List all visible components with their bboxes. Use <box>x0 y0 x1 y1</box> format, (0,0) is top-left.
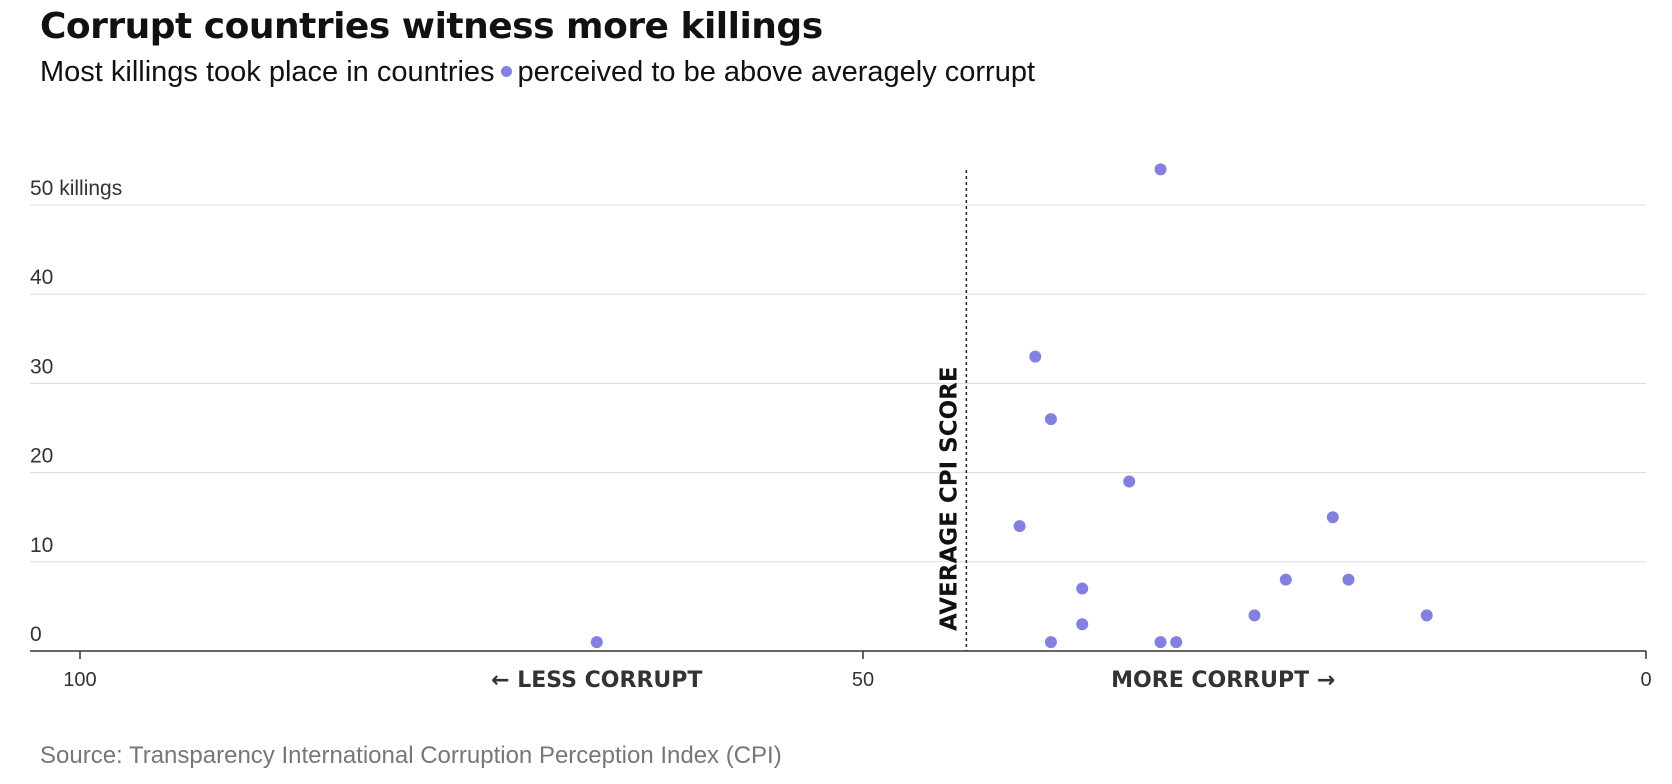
data-point <box>1076 582 1089 595</box>
data-point <box>590 636 603 649</box>
data-point <box>1326 511 1339 524</box>
y-tick-label: 50 killings <box>30 177 122 200</box>
average-cpi-label: AVERAGE CPI SCORE <box>936 366 962 631</box>
source-note: Source: Transparency International Corru… <box>40 742 782 769</box>
y-tick-label: 0 <box>30 623 42 646</box>
data-point <box>1154 636 1167 649</box>
x-tick-label: 0 <box>1640 669 1651 691</box>
data-point <box>1123 475 1136 488</box>
data-point <box>1044 636 1057 649</box>
chart-title: Corrupt countries witness more killings <box>40 6 823 47</box>
data-point <box>1154 163 1167 176</box>
data-point <box>1013 520 1026 533</box>
data-point <box>1279 573 1292 586</box>
data-point <box>1170 636 1183 649</box>
x-tick-label: 100 <box>63 669 96 691</box>
data-point <box>1420 609 1433 622</box>
y-tick-label: 20 <box>30 445 53 468</box>
scatter-chart: 0 10 20 30 40 50 killings 100 50 0 ← LESS CORRUPT… <box>30 163 1652 693</box>
y-tick-label: 30 <box>30 355 53 378</box>
data-point <box>1076 618 1089 631</box>
x-annotation-label: ← LESS CORRUPT <box>491 668 702 693</box>
subtitle-text-after: perceived to be above averagely corrupt <box>517 56 1036 88</box>
y-tick-label: 10 <box>30 534 53 557</box>
data-point <box>1248 609 1261 622</box>
subtitle-text-before: Most killings took place in countries <box>40 56 495 88</box>
data-point <box>1342 573 1355 586</box>
x-tick-label: 50 <box>852 669 874 691</box>
data-point <box>1029 350 1042 363</box>
legend-dot-icon <box>500 65 512 77</box>
chart-subtitle: Most killings took place in countries per… <box>40 56 1035 89</box>
data-point <box>1044 413 1057 426</box>
x-annotation-label: MORE CORRUPT → <box>1111 668 1335 693</box>
y-tick-label: 40 <box>30 266 53 289</box>
